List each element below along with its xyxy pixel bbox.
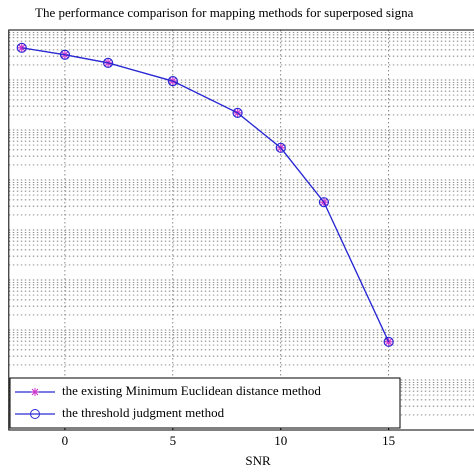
legend-box bbox=[9, 377, 401, 429]
x-tick-label: 10 bbox=[274, 433, 287, 448]
marker bbox=[102, 57, 114, 68]
marker bbox=[383, 336, 394, 347]
marker bbox=[167, 76, 178, 87]
marker bbox=[16, 42, 27, 53]
chart-title: The performance comparison for mapping m… bbox=[35, 5, 414, 20]
plot-frame bbox=[8, 29, 474, 431]
legend-label: the existing Minimum Euclidean distance … bbox=[62, 383, 321, 398]
marker bbox=[59, 49, 71, 60]
series-line bbox=[21, 47, 390, 343]
legend-marker bbox=[30, 409, 40, 419]
marker bbox=[384, 337, 393, 346]
marker bbox=[318, 197, 330, 208]
series bbox=[16, 42, 394, 347]
x-tick-label: 0 bbox=[62, 433, 69, 448]
x-axis-label: SNR bbox=[245, 453, 271, 468]
x-tick-label: 15 bbox=[382, 433, 395, 448]
legend-marker bbox=[31, 388, 39, 396]
marker bbox=[232, 107, 243, 118]
legend-label: the threshold judgment method bbox=[62, 405, 225, 420]
marker bbox=[275, 142, 286, 153]
legend: the existing Minimum Euclidean distance … bbox=[9, 377, 401, 429]
x-tick-label: 5 bbox=[170, 433, 177, 448]
